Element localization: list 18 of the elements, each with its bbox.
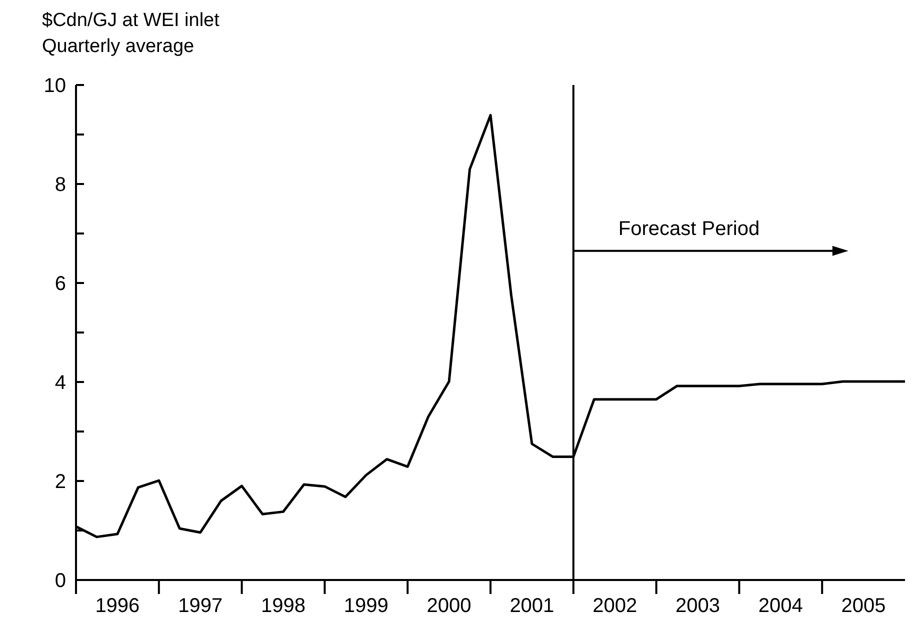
x-tick-label: 1999: [344, 595, 388, 617]
x-tick-label: 2000: [426, 595, 472, 617]
y-tick-label: 8: [54, 174, 66, 196]
y-tick-label: 2: [54, 471, 66, 493]
x-tick-label: 1997: [178, 595, 223, 617]
y-tick-label: 10: [44, 75, 66, 97]
ref-line-label: Forecast Period: [618, 218, 760, 240]
x-tick-label: 2001: [510, 595, 554, 617]
y-tick-label: 0: [54, 570, 66, 592]
x-tick-label: 2002: [592, 595, 638, 617]
x-tick-label: 2005: [841, 595, 886, 617]
y-axis-title: $Cdn/GJ at WEI inlet Quarterly average: [42, 9, 220, 59]
y-tick-label: 6: [54, 273, 66, 295]
x-tick-label: 1996: [95, 595, 140, 617]
x-tick-label: 1998: [261, 595, 306, 617]
y-tick-label: 4: [54, 372, 66, 394]
x-tick-label: 2003: [676, 595, 720, 617]
x-tick-label: 2004: [758, 595, 803, 617]
